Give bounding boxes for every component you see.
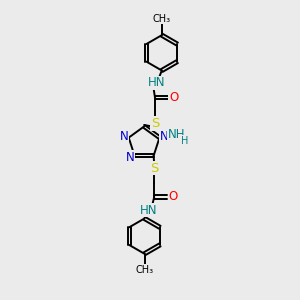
Text: H: H: [182, 136, 189, 146]
Text: O: O: [169, 91, 178, 104]
Text: N: N: [160, 130, 168, 143]
Text: NH: NH: [168, 128, 185, 141]
Text: CH₃: CH₃: [135, 265, 154, 275]
Text: HN: HN: [148, 76, 165, 89]
Text: N: N: [120, 130, 129, 143]
Text: O: O: [168, 190, 177, 203]
Text: N: N: [126, 151, 135, 164]
Text: S: S: [151, 117, 159, 130]
Text: CH₃: CH₃: [153, 14, 171, 24]
Text: S: S: [150, 162, 158, 175]
Text: HN: HN: [140, 204, 158, 217]
